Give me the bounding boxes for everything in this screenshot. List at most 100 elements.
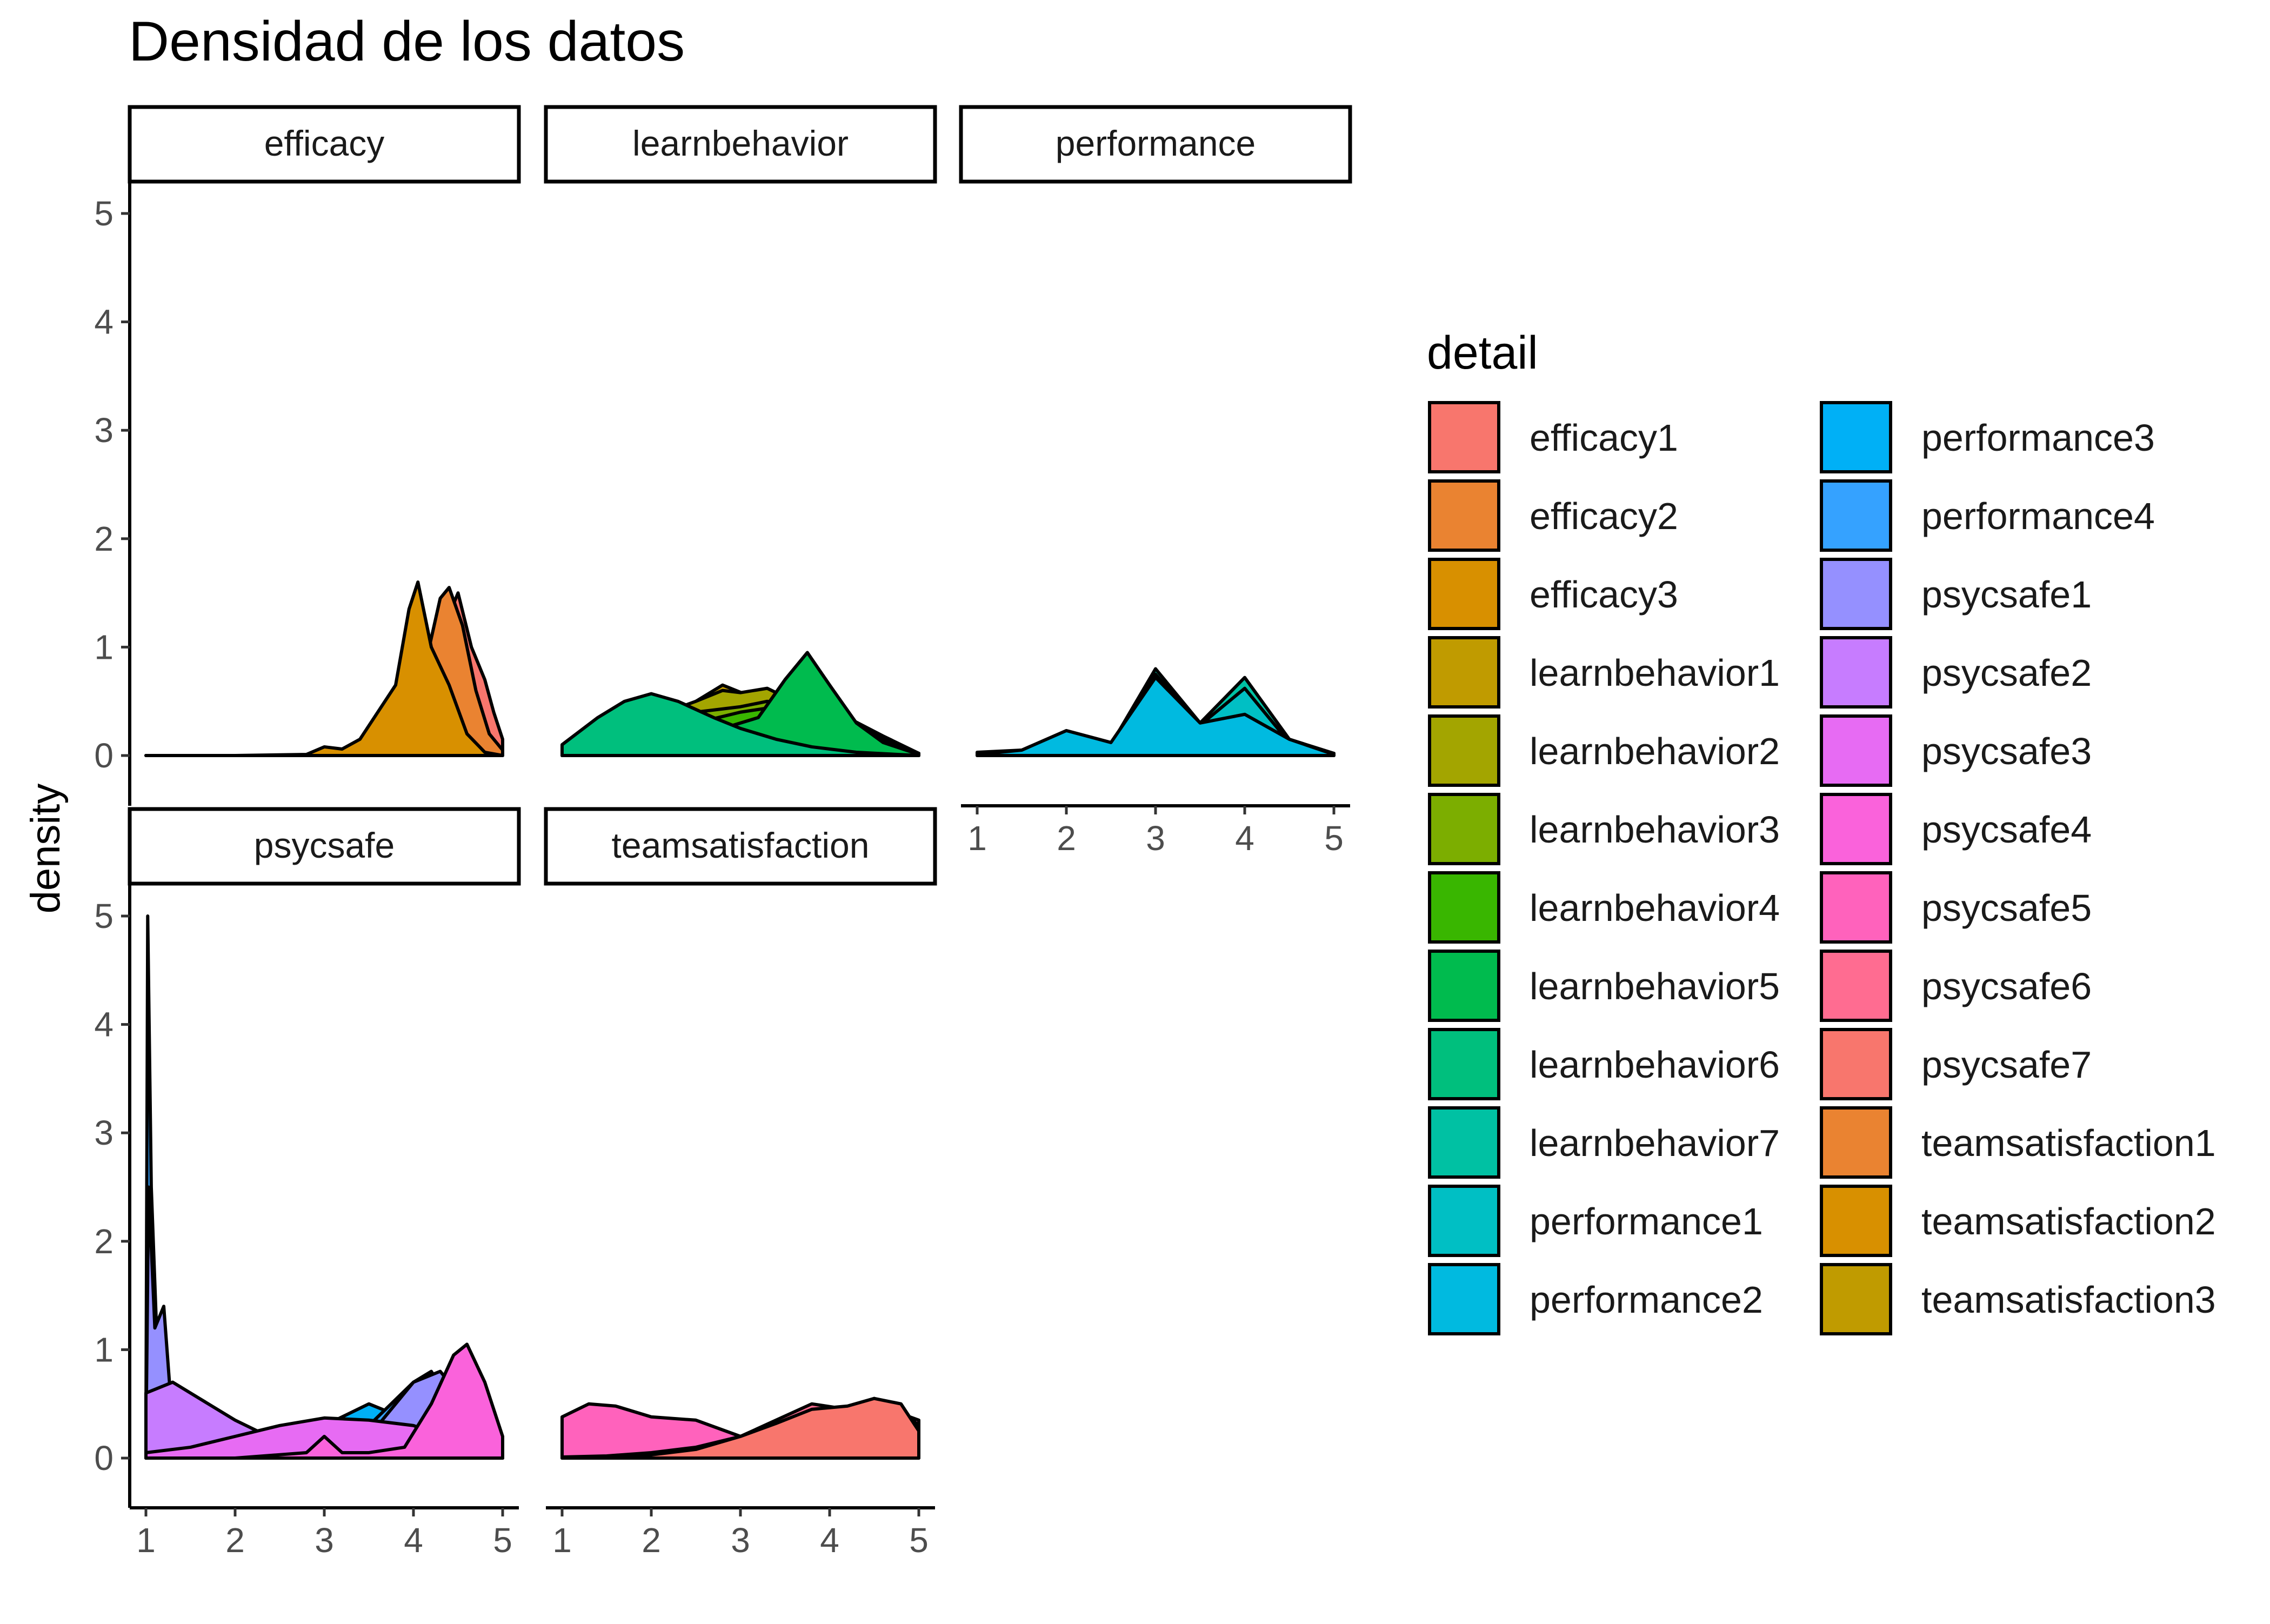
legend-item-learnbehavior7: learnbehavior7 <box>1428 1106 1780 1179</box>
legend-item-teamsatisfaction3: teamsatisfaction3 <box>1820 1263 2216 1335</box>
legend-label: psycsafe2 <box>1921 652 2092 694</box>
y-tick-label: 3 <box>94 411 114 450</box>
density-area-psycsafe6 <box>144 1342 504 1460</box>
y-tick-label: 4 <box>94 1005 114 1044</box>
legend-swatch <box>1820 479 1892 552</box>
x-tick-label: 2 <box>1057 819 1076 858</box>
legend-label: efficacy2 <box>1530 495 1678 537</box>
x-tick-label: 4 <box>1235 819 1254 858</box>
legend-label: efficacy3 <box>1530 573 1678 616</box>
legend-swatch <box>1820 1028 1892 1100</box>
x-tick-label: 3 <box>1146 819 1165 858</box>
legend-label: psycsafe6 <box>1921 965 2092 1007</box>
x-tick-label: 1 <box>552 1521 572 1560</box>
x-tick-label: 4 <box>820 1521 839 1560</box>
y-tick-label: 1 <box>94 1330 114 1369</box>
facet-strip-label: teamsatisfaction <box>612 825 870 865</box>
facet-strip-label: performance <box>1056 123 1256 163</box>
legend-item-psycsafe7: psycsafe7 <box>1820 1028 2092 1100</box>
legend-swatch <box>1820 1263 1892 1335</box>
legend-label: performance3 <box>1921 417 2155 459</box>
legend-swatch <box>1428 636 1500 709</box>
x-tick-label: 5 <box>909 1521 929 1560</box>
legend-item-performance3: performance3 <box>1820 401 2155 473</box>
y-tick-label: 3 <box>94 1113 114 1152</box>
facet-panel-performance: performance 1 2 3 4 5 <box>959 105 1352 858</box>
legend-label: learnbehavior7 <box>1530 1122 1780 1164</box>
legend-label: learnbehavior1 <box>1530 652 1780 694</box>
density-area-learnbehavior6 <box>560 692 920 757</box>
x-tick-label: 4 <box>404 1521 423 1560</box>
legend-swatch <box>1820 401 1892 473</box>
legend-item-efficacy3: efficacy3 <box>1428 558 1678 630</box>
facet-panels: efficacy 0 1 2 3 4 5 learnbehavior performance 1 2… <box>94 105 1352 1560</box>
facet-panel-teamsatisfaction: teamsatisfaction 1 2 3 4 5 <box>544 807 937 1560</box>
legend-label: psycsafe5 <box>1921 887 2092 929</box>
legend-label: learnbehavior2 <box>1530 730 1780 772</box>
legend-swatch <box>1428 950 1500 1022</box>
y-tick-label: 5 <box>94 897 114 935</box>
legend-swatch <box>1428 793 1500 865</box>
legend-swatch <box>1820 558 1892 630</box>
legend-swatch <box>1428 1028 1500 1100</box>
legend-swatch <box>1820 950 1892 1022</box>
legend-item-psycsafe4: psycsafe4 <box>1820 793 2092 865</box>
legend-label: teamsatisfaction3 <box>1921 1279 2216 1321</box>
legend-label: performance4 <box>1921 495 2155 537</box>
y-tick-label: 0 <box>94 736 114 775</box>
x-tick-label: 1 <box>136 1521 156 1560</box>
y-tick-label: 2 <box>94 519 114 558</box>
chart-title: Densidad de los datos <box>129 10 685 73</box>
y-tick-label: 5 <box>94 194 114 233</box>
facet-strip-label: learnbehavior <box>632 123 849 163</box>
legend-swatch <box>1428 714 1500 787</box>
facet-strip <box>544 105 937 184</box>
density-area-teamsatisfaction3 <box>560 1396 920 1460</box>
legend-item-psycsafe1: psycsafe1 <box>1820 558 2092 630</box>
legend-label: performance2 <box>1530 1279 1763 1321</box>
legend-swatch <box>1820 1106 1892 1179</box>
legend-swatch <box>1820 793 1892 865</box>
legend-swatch <box>1820 636 1892 709</box>
x-tick-label: 3 <box>731 1521 750 1560</box>
legend-item-psycsafe3: psycsafe3 <box>1820 714 2092 787</box>
facet-strip <box>959 105 1352 184</box>
y-tick-label: 0 <box>94 1439 114 1478</box>
legend-swatch <box>1428 558 1500 630</box>
density-area-efficacy3 <box>144 580 504 757</box>
x-tick-label: 5 <box>493 1521 512 1560</box>
y-axis-label: density <box>23 784 69 914</box>
legend-item-teamsatisfaction1: teamsatisfaction1 <box>1820 1106 2216 1179</box>
facet-panel-psycsafe: psycsafe 0 1 2 3 4 5 1 2 3 4 5 <box>94 807 521 1560</box>
y-tick-label: 4 <box>94 303 114 342</box>
x-tick-label: 3 <box>315 1521 334 1560</box>
legend-item-learnbehavior4: learnbehavior4 <box>1428 871 1780 944</box>
legend-item-psycsafe5: psycsafe5 <box>1820 871 2092 944</box>
legend-item-efficacy1: efficacy1 <box>1428 401 1678 473</box>
legend-label: psycsafe1 <box>1921 573 2092 616</box>
legend-swatch <box>1428 401 1500 473</box>
x-tick-label: 2 <box>225 1521 245 1560</box>
legend-label: learnbehavior5 <box>1530 965 1780 1007</box>
facet-strip <box>128 105 521 184</box>
legend-item-performance4: performance4 <box>1820 479 2155 552</box>
facet-strip <box>128 807 521 886</box>
legend-swatch <box>1820 714 1892 787</box>
legend: detail efficacy1 efficacy2 efficacy3 learnbe… <box>1427 327 2216 1335</box>
x-tick-label: 5 <box>1324 819 1344 858</box>
legend-swatch <box>1820 1185 1892 1257</box>
legend-item-learnbehavior5: learnbehavior5 <box>1428 950 1780 1022</box>
legend-title: detail <box>1427 327 1538 379</box>
legend-item-learnbehavior6: learnbehavior6 <box>1428 1028 1780 1100</box>
legend-item-teamsatisfaction2: teamsatisfaction2 <box>1820 1185 2216 1257</box>
legend-item-learnbehavior2: learnbehavior2 <box>1428 714 1780 787</box>
facet-strip-label: psycsafe <box>254 825 395 865</box>
legend-item-learnbehavior1: learnbehavior1 <box>1428 636 1780 709</box>
legend-label: performance1 <box>1530 1200 1763 1242</box>
legend-item-learnbehavior3: learnbehavior3 <box>1428 793 1780 865</box>
facet-strip <box>544 807 937 886</box>
x-tick-label: 1 <box>967 819 987 858</box>
legend-item-performance1: performance1 <box>1428 1185 1763 1257</box>
